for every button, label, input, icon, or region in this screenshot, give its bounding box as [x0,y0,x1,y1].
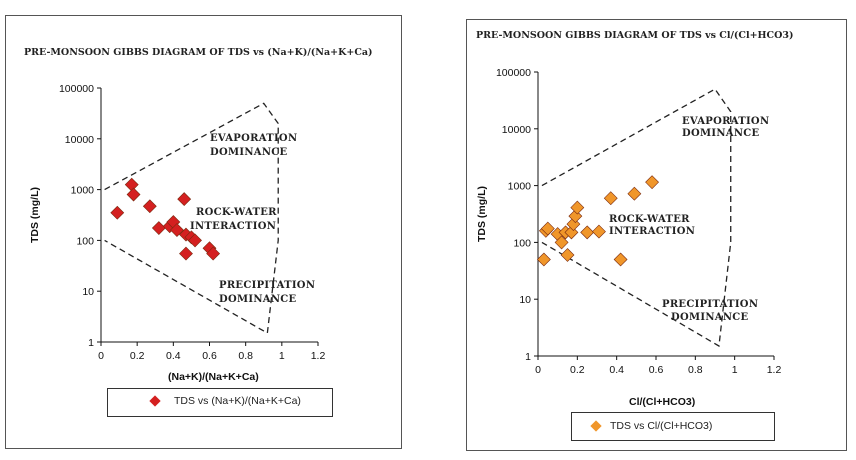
data-point [570,200,585,215]
data-point [592,224,606,239]
data-point [627,186,642,201]
zone-label: ROCK-WATER [609,214,690,225]
chart-panel-left: PRE-MONSOON GIBBS DIAGRAM OF TDS vs (Na+… [5,15,402,449]
zone-label: ROCK-WATER [196,207,277,218]
data-point [603,191,618,206]
data-point [170,223,184,237]
data-point [613,252,628,267]
y-tick-label: 100 [76,235,94,247]
x-tick-label: 0.4 [609,364,624,376]
y-tick-label: 1000 [71,185,95,197]
zone-label: EVAPORATION [682,116,769,127]
legend: TDS vs (Na+K)/(Na+K+Ca) [107,388,333,417]
zone-label: DOMINANCE [210,147,288,158]
scatter-plot: 0 0.2 0.4 0.6 0.8 1 1.2 1 10 100 1000 10000 100000 Cl… [476,67,782,408]
data-point [110,205,125,220]
x-axis-label: Cl/(Cl+HCO3) [629,396,695,408]
y-tick-label: 10000 [65,134,94,146]
y-axis-label: TDS (mg/L) [29,187,41,243]
gibbs-boundary [104,102,279,335]
zone-label: PRECIPITATION [662,299,758,310]
x-tick-label: 0.4 [166,350,181,362]
gibbs-boundary [541,88,732,348]
zone-label: EVAPORATION [210,133,297,144]
y-tick-label: 1000 [508,181,532,193]
data-point [151,221,166,235]
data-point [554,235,569,250]
x-tick-label: 1.2 [311,350,326,362]
chart-panel-right: PRE-MONSOON GIBBS DIAGRAM OF TDS vs Cl/(… [466,19,847,451]
y-tick-label: 1 [88,337,94,349]
chart-title: PRE-MONSOON GIBBS DIAGRAM OF TDS vs Cl/(… [476,30,794,41]
x-tick-label: 0 [535,364,541,376]
data-point [142,199,157,214]
legend: TDS vs Cl/(Cl+HCO3) [571,412,775,441]
x-axis-label: (Na+K)/(Na+K+Ca) [168,371,259,383]
x-tick-label: 0.2 [130,350,145,362]
scatter-plot: 0 0.2 0.4 0.6 0.8 1 1.2 1 10 100 1000 10000 100000 (N… [29,83,326,383]
data-point [124,177,139,192]
zone-label: DOMINANCE [682,128,760,139]
data-point [540,221,555,236]
y-axis-label: TDS (mg/L) [476,186,488,242]
x-tick-label: 1 [732,364,738,376]
data-point [179,246,193,261]
zone-label: PRECIPITATION [219,280,315,291]
data-point [536,252,551,267]
x-tick-label: 1.2 [767,364,782,376]
y-tick-label: 100000 [59,83,94,95]
chart-title: PRE-MONSOON GIBBS DIAGRAM OF TDS vs (Na+… [24,47,373,58]
data-point [206,246,221,261]
legend-label: TDS vs Cl/(Cl+HCO3) [610,420,713,432]
x-tick-label: 0 [98,350,104,362]
data-point [560,248,575,262]
y-tick-label: 1 [525,351,531,363]
x-tick-label: 0.8 [688,364,703,376]
data-point [188,233,202,248]
data-point [645,175,659,190]
legend-label: TDS vs (Na+K)/(Na+K+Ca) [174,395,301,407]
x-tick-label: 0.6 [202,350,217,362]
zone-label: INTERACTION [609,226,695,237]
x-tick-label: 1 [279,350,285,362]
zone-label: DOMINANCE [671,312,749,323]
y-tick-label: 100 [513,237,531,249]
zone-label: INTERACTION [190,221,276,232]
data-point [177,192,192,207]
data-point [126,187,141,202]
legend-marker [590,420,602,432]
y-tick-label: 100000 [496,67,531,79]
data-point [580,225,595,240]
x-tick-label: 0.8 [238,350,253,362]
x-tick-label: 0.2 [570,364,585,376]
legend-marker [149,395,161,407]
zone-label: DOMINANCE [219,294,297,305]
y-tick-label: 10 [82,286,94,298]
y-tick-label: 10 [519,294,531,306]
y-tick-label: 10000 [502,124,531,136]
x-tick-label: 0.6 [649,364,664,376]
